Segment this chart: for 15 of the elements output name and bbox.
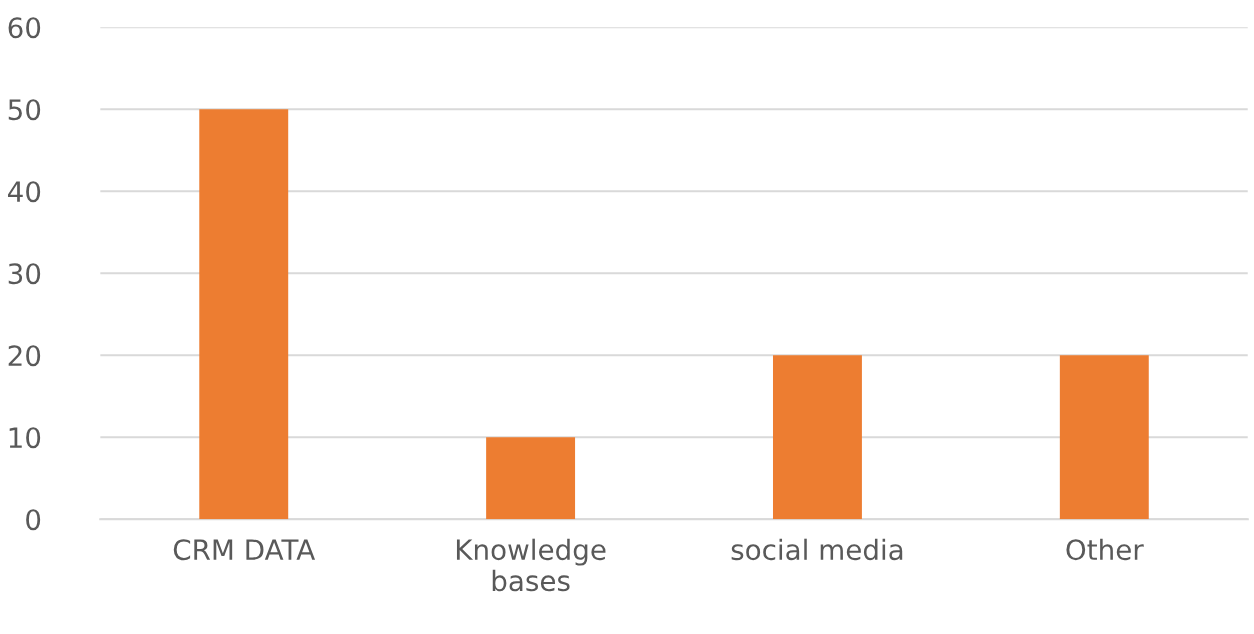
x-tick-label: Knowledge bases [456,538,606,592]
x-tick-label: social media [731,538,903,561]
y-tick-label: 0 [26,509,41,531]
y-tick-label: 60 [8,17,41,39]
x-tick-label: Other [1066,538,1144,561]
bar [772,355,862,520]
y-tick-label: 50 [8,99,41,121]
y-tick-label: 40 [8,181,41,203]
bar [486,437,576,520]
y-tick-label: 30 [8,263,41,285]
x-tick-label: CRM DATA [173,539,316,561]
y-tick-label: 20 [8,345,41,367]
bar [1059,355,1149,520]
bar [199,109,289,520]
y-tick-label: 10 [9,427,41,449]
